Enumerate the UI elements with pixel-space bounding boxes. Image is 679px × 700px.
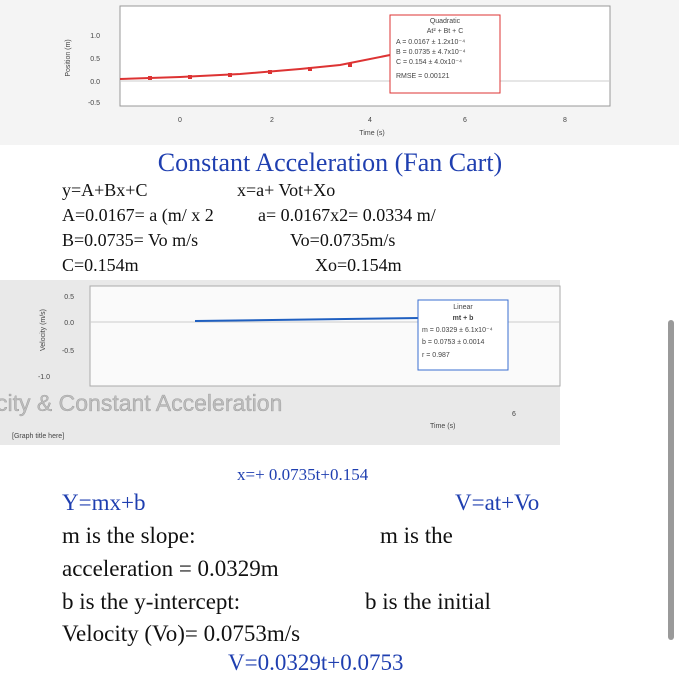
y-tick: -0.5 <box>62 348 74 355</box>
x-tick: 0 <box>178 117 182 124</box>
note: x=a+ Vot+Xo <box>237 180 335 200</box>
x-label: Time (s) <box>359 130 384 137</box>
note: V=0.0329t+0.0753 <box>228 650 403 675</box>
note: m is the <box>380 523 453 548</box>
fit-line: C = 0.154 ± 4.0x10⁻⁴ <box>396 59 462 66</box>
fit-line: A = 0.0167 ± 1.2x10⁻⁴ <box>396 39 465 46</box>
note: Vo=0.0735m/s <box>290 230 395 250</box>
position-eq: x=+ 0.0735t+0.154 <box>237 465 369 484</box>
y-tick: 1.0 <box>90 33 100 40</box>
note: B=0.0735= Vo m/s <box>62 230 198 250</box>
fit-box <box>389 14 501 94</box>
note: V=at+Vo <box>455 490 539 515</box>
fit-title: Quadratic <box>430 18 461 25</box>
y-tick: -1.0 <box>38 374 50 381</box>
y-tick: 0.5 <box>90 56 100 63</box>
x-label: Time (s) <box>430 423 455 430</box>
graph1-plot <box>119 5 611 107</box>
fit-line: m = 0.0329 ± 6.1x10⁻⁴ <box>422 327 493 334</box>
x-tick: 8 <box>563 117 567 124</box>
y-tick: 0.5 <box>64 294 74 301</box>
note: b is the y-intercept: <box>62 589 240 614</box>
fit-formula: At² + Bt + C <box>427 28 464 35</box>
note: A=0.0167= a (m/ x 2 <box>62 205 214 226</box>
note: acceleration = 0.0329m <box>62 556 279 581</box>
fit-title: Linear <box>453 304 473 311</box>
y-tick: -0.5 <box>88 100 100 107</box>
fit-line: b = 0.0753 ± 0.0014 <box>422 339 485 346</box>
fit-line-graph <box>194 317 421 322</box>
y-tick: 0.0 <box>90 79 100 86</box>
y-label: Position (m) <box>65 39 72 76</box>
note: Y=mx+b <box>62 490 145 515</box>
overlay-title: city & Constant Acceleration <box>0 390 282 416</box>
note: Velocity (Vo)= 0.0753m/s <box>62 621 300 646</box>
fit-line: B = 0.0735 ± 4.7x10⁻⁴ <box>396 49 466 56</box>
points <box>148 63 352 80</box>
fit-formula: mt + b <box>453 315 474 322</box>
fit-line: r = 0.987 <box>422 352 450 359</box>
x-tick: 6 <box>512 411 516 418</box>
note: a= 0.0167x2= 0.0334 m/ <box>258 205 436 225</box>
scrollbar <box>668 320 674 640</box>
fit-box <box>417 299 509 371</box>
x-tick: 2 <box>270 117 274 124</box>
note: b is the initial <box>365 589 491 614</box>
note: C=0.154m <box>62 255 139 275</box>
graph-title: [Graph title here] <box>12 433 64 440</box>
x-tick: 6 <box>463 117 467 124</box>
note: m is the slope: <box>62 523 196 548</box>
heading: Constant Acceleration (Fan Cart) <box>158 148 502 177</box>
note: y=A+Bx+C <box>62 180 147 200</box>
y-tick: 0.0 <box>64 320 74 327</box>
y-label: Velocity (m/s) <box>40 309 47 351</box>
x-tick: 4 <box>368 117 372 124</box>
fit-rmse: RMSE = 0.00121 <box>396 73 450 80</box>
note: Xo=0.154m <box>315 255 402 275</box>
